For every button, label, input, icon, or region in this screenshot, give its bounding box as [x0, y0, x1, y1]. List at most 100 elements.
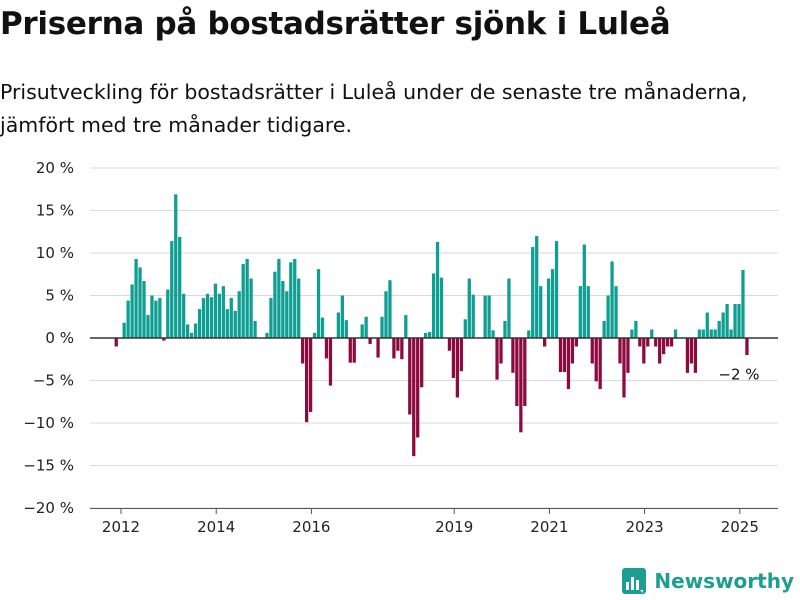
- bar: [427, 332, 432, 338]
- bar: [495, 338, 499, 380]
- bar: [293, 258, 297, 338]
- bar: [265, 332, 269, 338]
- y-tick-label: −15 %: [23, 457, 74, 475]
- bar: [725, 304, 729, 338]
- bar: [225, 309, 229, 338]
- bar: [511, 338, 515, 373]
- x-tick-label: 2014: [197, 518, 235, 536]
- bar: [713, 329, 717, 338]
- bar: [610, 261, 614, 338]
- bar: [348, 338, 352, 363]
- bar: [170, 241, 174, 338]
- bar: [277, 258, 281, 338]
- bar: [622, 338, 626, 398]
- bar: [737, 304, 741, 338]
- y-tick-label: 5 %: [45, 287, 74, 305]
- bar: [182, 293, 186, 338]
- bar: [562, 338, 567, 372]
- y-tick-label: −20 %: [23, 499, 74, 517]
- bar: [574, 338, 579, 347]
- bar: [281, 281, 285, 338]
- bar: [491, 330, 495, 338]
- bar: [626, 338, 630, 373]
- bar: [138, 267, 142, 338]
- bar: [566, 338, 571, 389]
- bar: [384, 291, 388, 338]
- bar: [186, 324, 190, 338]
- bar: [455, 338, 460, 398]
- bar: [146, 315, 150, 338]
- bar: [638, 338, 642, 347]
- bar: [634, 321, 638, 338]
- bar: [598, 338, 602, 389]
- x-axis: 2012 2014 2016 2019 2021 2023 2025: [90, 508, 778, 536]
- bar: [499, 338, 503, 364]
- bar: [618, 338, 622, 364]
- newsworthy-logo[interactable]: Newsworthy: [622, 567, 794, 595]
- bar: [126, 300, 130, 338]
- bar: [352, 338, 356, 363]
- bar: [507, 278, 511, 338]
- bar: [166, 289, 170, 338]
- bar: [519, 338, 523, 433]
- bar: [630, 329, 634, 338]
- bar: [134, 258, 138, 338]
- chart-subtitle: Prisutveckling för bostadsrätter i Luleå…: [0, 80, 748, 137]
- bar: [340, 295, 344, 338]
- bar: [388, 280, 392, 338]
- bar: [201, 298, 206, 338]
- y-axis-labels: 20 % 15 % 10 % 5 % 0 % −5 % −10 % −15 % −20 %: [23, 159, 74, 517]
- bar: [305, 338, 309, 423]
- brand-name: Newsworthy: [654, 569, 794, 593]
- bar: [435, 241, 440, 338]
- bar: [554, 241, 559, 338]
- annotations: −2 %: [718, 366, 759, 384]
- bar: [404, 315, 408, 338]
- bar: [408, 338, 412, 415]
- bar: [285, 291, 289, 338]
- bar: [705, 312, 709, 338]
- bar-chart: 20 % 15 % 10 % 5 % 0 % −5 % −10 % −15 % −20 % 20…: [23, 159, 778, 536]
- bar: [193, 323, 198, 338]
- bar: [150, 295, 154, 338]
- bar: [578, 286, 582, 338]
- bar: [439, 277, 444, 338]
- bar: [249, 278, 253, 338]
- bar: [515, 338, 519, 406]
- bar: [178, 236, 182, 338]
- bar: [503, 321, 507, 338]
- bar: [729, 329, 733, 338]
- bars: [114, 194, 749, 457]
- bar: [364, 316, 368, 338]
- bar: [380, 316, 384, 338]
- chart-title: Priserna på bostadsrätter sjönk i Luleå: [0, 6, 671, 42]
- bar: [368, 338, 372, 344]
- bar: [289, 262, 293, 338]
- bar: [693, 338, 698, 373]
- bar: [114, 338, 118, 347]
- bar: [650, 329, 654, 338]
- bar: [396, 338, 400, 351]
- bar: [197, 309, 202, 338]
- bar: [253, 321, 257, 338]
- bar: [697, 329, 701, 338]
- bar: [392, 338, 396, 359]
- bar: [269, 298, 273, 338]
- bar: [662, 338, 666, 355]
- bar: [420, 338, 424, 388]
- bar: [237, 291, 241, 338]
- y-tick-label: 10 %: [36, 244, 74, 262]
- bar: [467, 278, 471, 338]
- bar: [416, 338, 420, 438]
- bar: [154, 300, 158, 338]
- bar: [594, 338, 598, 382]
- bar: [701, 329, 705, 338]
- bar: [558, 338, 563, 372]
- bar: [673, 329, 678, 338]
- bar: [483, 295, 487, 338]
- bar: [142, 281, 146, 338]
- bar: [424, 332, 428, 338]
- bar: [535, 236, 539, 338]
- newsworthy-logo-icon: [622, 568, 647, 594]
- bar: [745, 338, 749, 355]
